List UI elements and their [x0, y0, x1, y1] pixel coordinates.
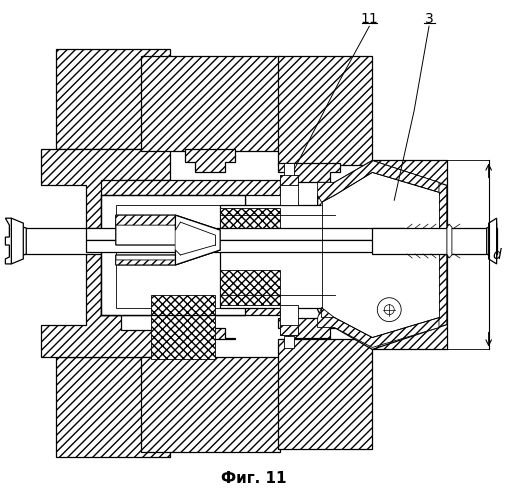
Polygon shape	[116, 250, 220, 265]
Bar	[284, 164, 294, 177]
Bar	[407, 228, 497, 254]
Bar	[86, 228, 404, 240]
Bar	[280, 176, 298, 205]
Bar	[278, 56, 372, 166]
Bar	[372, 161, 447, 349]
Polygon shape	[41, 149, 170, 357]
Polygon shape	[11, 223, 26, 259]
Bar	[116, 205, 245, 308]
Polygon shape	[186, 327, 235, 339]
Bar	[101, 195, 245, 315]
Polygon shape	[116, 215, 220, 230]
Bar	[220, 270, 280, 305]
Polygon shape	[318, 161, 439, 202]
Text: 11: 11	[360, 12, 378, 26]
Text: d: d	[493, 248, 501, 262]
Polygon shape	[175, 215, 220, 265]
Polygon shape	[280, 176, 298, 185]
Polygon shape	[175, 222, 215, 255]
Polygon shape	[116, 250, 220, 265]
Bar	[220, 205, 335, 308]
Bar	[11, 228, 101, 254]
Text: 3: 3	[425, 12, 433, 26]
Polygon shape	[116, 215, 220, 245]
Polygon shape	[278, 164, 340, 182]
Bar	[86, 240, 404, 252]
Polygon shape	[321, 173, 439, 337]
Polygon shape	[186, 149, 235, 173]
Bar	[140, 56, 280, 151]
Polygon shape	[6, 218, 11, 264]
Text: Фиг. 11: Фиг. 11	[221, 471, 287, 486]
Circle shape	[377, 298, 401, 321]
Polygon shape	[318, 161, 447, 349]
Polygon shape	[489, 218, 497, 264]
Polygon shape	[487, 223, 497, 259]
Bar	[278, 339, 372, 449]
Bar	[140, 357, 280, 452]
Bar	[56, 49, 170, 149]
Polygon shape	[278, 318, 340, 337]
Bar	[220, 208, 280, 243]
Polygon shape	[280, 324, 298, 334]
Bar	[280, 305, 298, 334]
Circle shape	[384, 305, 394, 315]
Polygon shape	[101, 290, 280, 315]
Bar	[56, 357, 170, 457]
Polygon shape	[151, 295, 215, 359]
Polygon shape	[447, 224, 452, 258]
Polygon shape	[11, 218, 23, 264]
Bar	[284, 335, 294, 348]
Polygon shape	[318, 308, 439, 347]
Polygon shape	[101, 180, 280, 208]
Bar	[372, 228, 447, 254]
